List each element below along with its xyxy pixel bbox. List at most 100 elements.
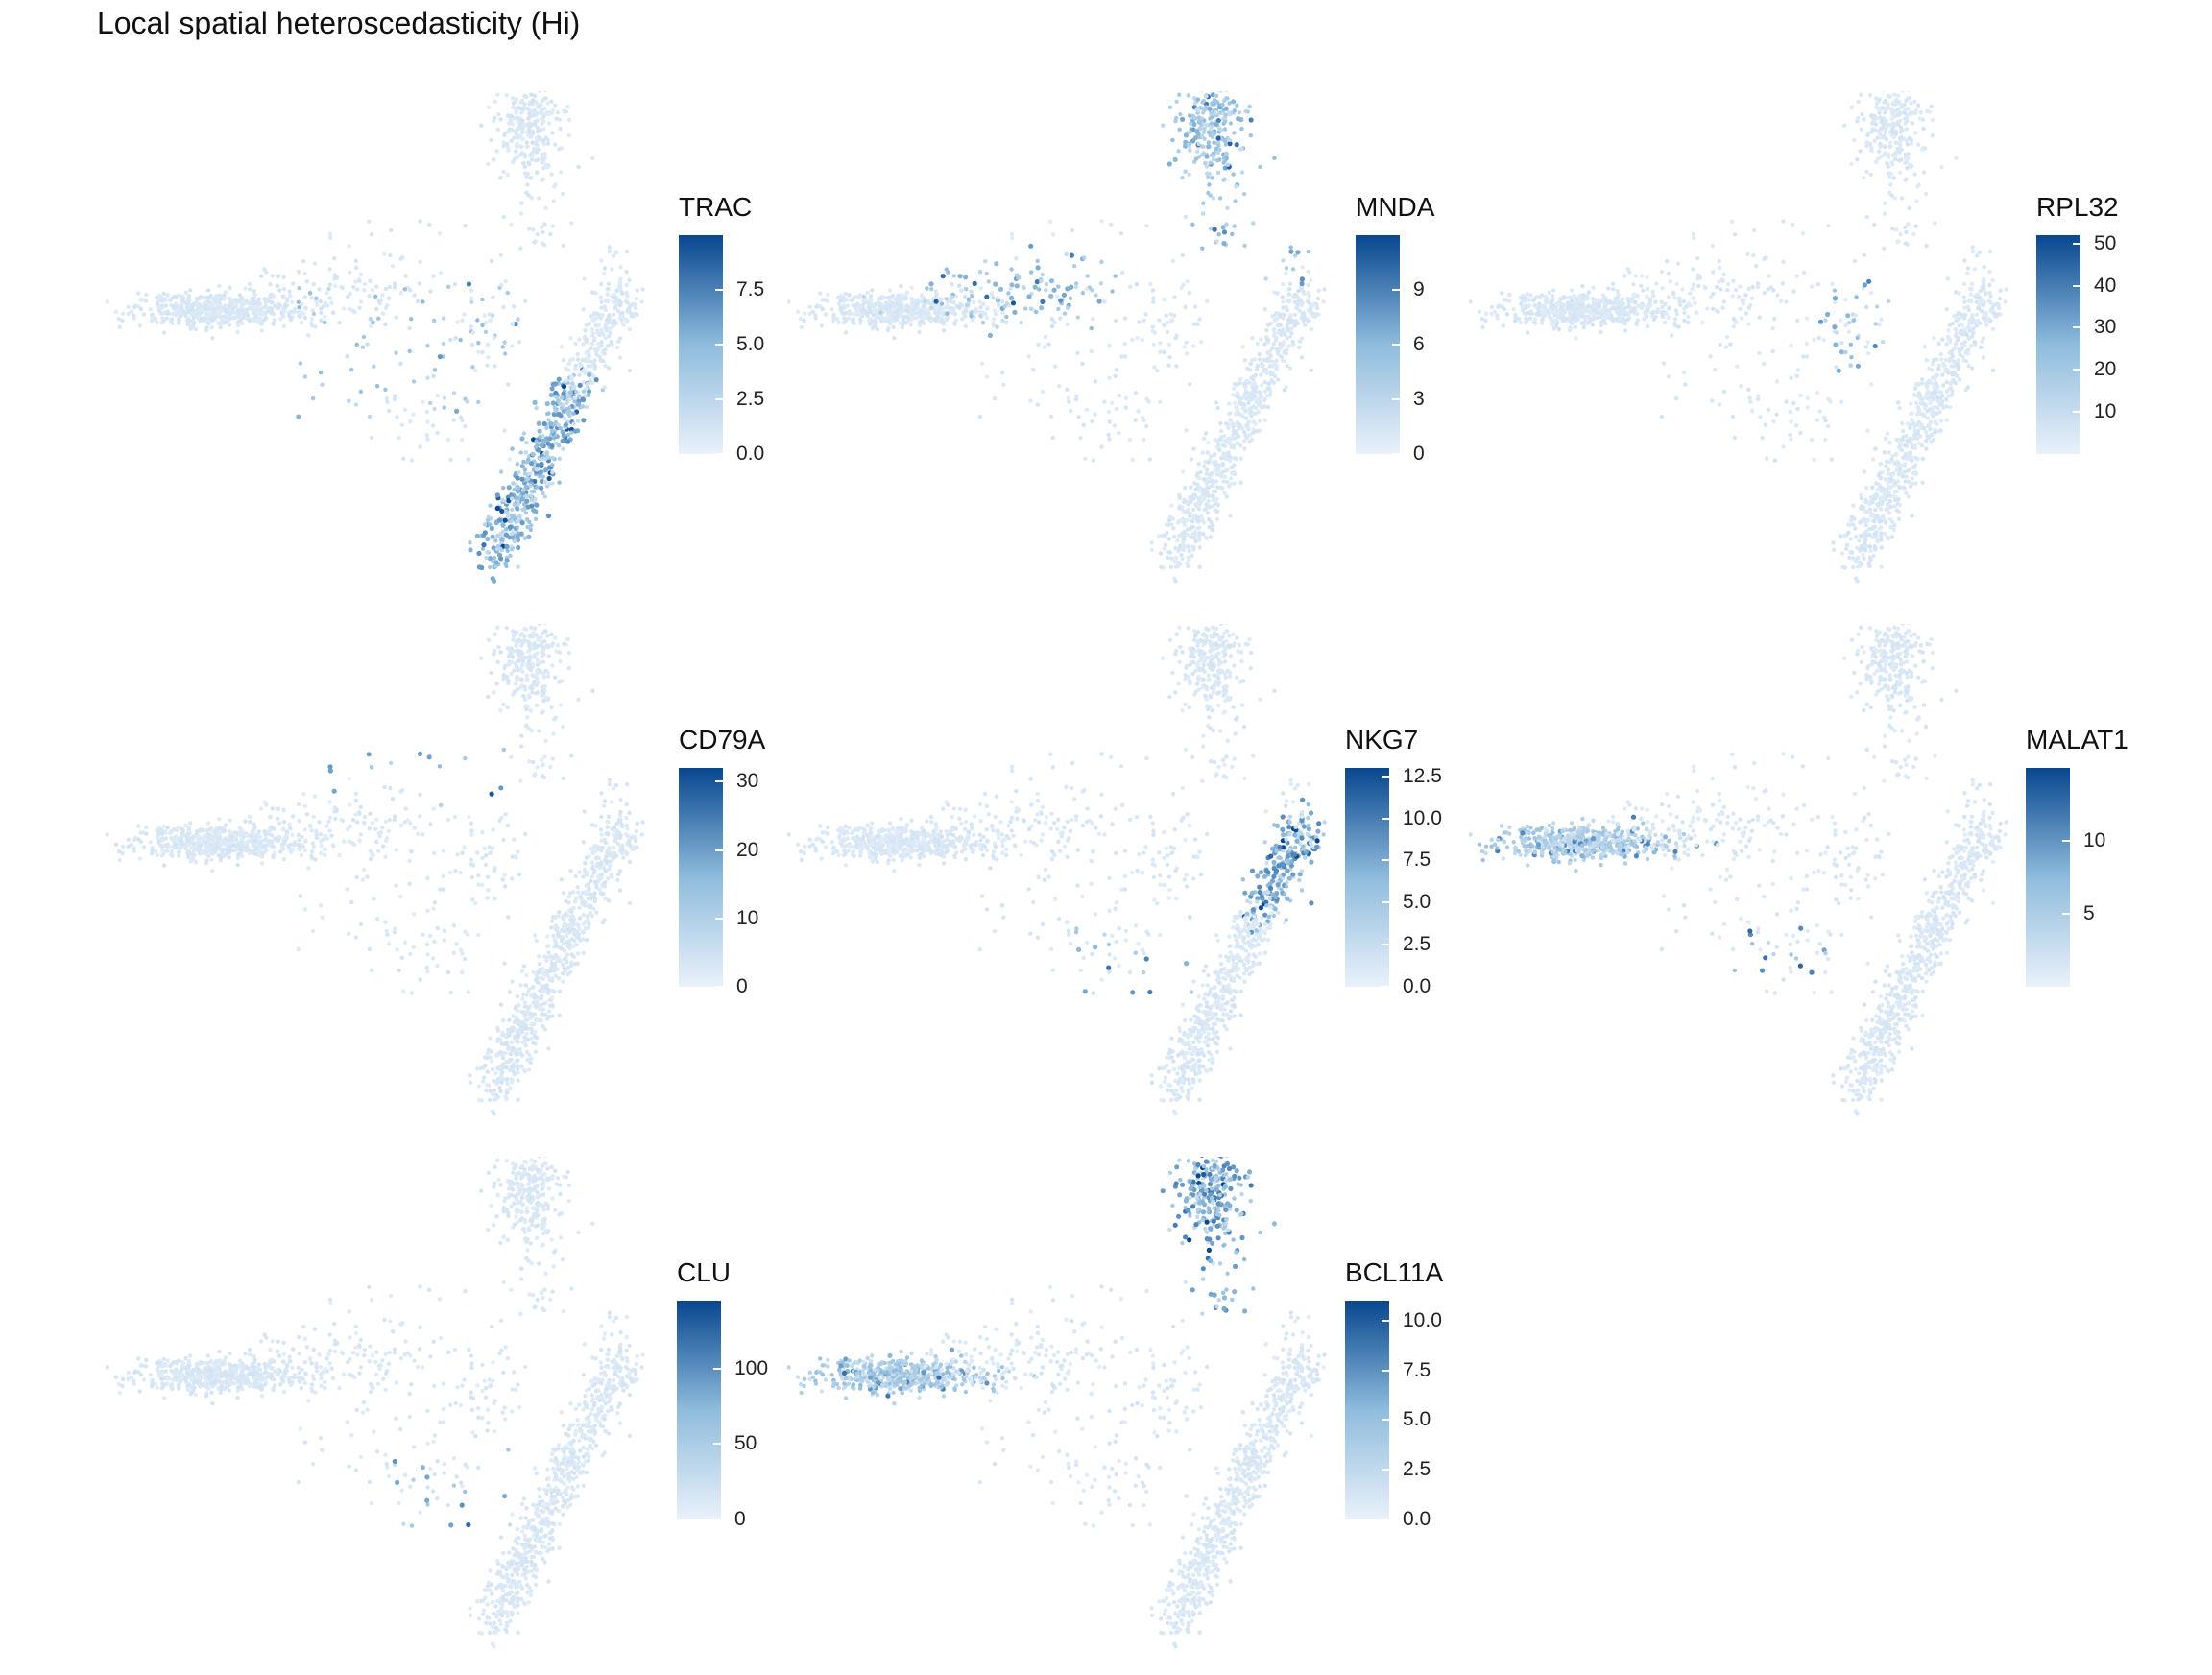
data-point bbox=[1751, 285, 1755, 289]
data-point bbox=[1936, 429, 1940, 433]
data-point bbox=[1252, 381, 1256, 385]
data-point bbox=[895, 314, 899, 318]
data-point bbox=[1191, 446, 1195, 450]
data-point bbox=[370, 232, 373, 236]
data-point bbox=[213, 314, 217, 318]
data-point bbox=[1029, 270, 1033, 274]
data-point bbox=[1162, 350, 1166, 354]
data-point bbox=[418, 219, 421, 223]
data-point bbox=[513, 130, 517, 133]
data-point bbox=[892, 336, 896, 340]
data-point bbox=[259, 306, 263, 310]
data-point bbox=[1119, 354, 1123, 358]
data-point bbox=[1593, 299, 1597, 303]
data-point bbox=[596, 312, 600, 316]
data-point bbox=[1281, 299, 1285, 303]
data-point bbox=[919, 312, 923, 316]
data-point bbox=[1287, 292, 1291, 296]
data-point bbox=[586, 382, 589, 386]
data-point bbox=[1540, 318, 1544, 322]
data-point bbox=[210, 336, 214, 340]
data-point bbox=[1987, 283, 1991, 287]
data-point bbox=[486, 162, 490, 166]
data-point bbox=[281, 275, 285, 279]
data-point bbox=[1916, 143, 1920, 147]
data-point bbox=[1244, 416, 1248, 419]
data-point bbox=[452, 419, 456, 422]
data-point bbox=[1916, 104, 1920, 108]
data-point bbox=[1058, 299, 1063, 303]
data-point bbox=[1268, 393, 1272, 396]
data-point bbox=[218, 293, 222, 297]
data-point bbox=[603, 385, 607, 389]
data-point bbox=[328, 232, 332, 236]
data-point bbox=[1903, 226, 1907, 229]
data-point bbox=[1281, 295, 1285, 299]
data-point bbox=[1210, 484, 1214, 488]
data-point bbox=[504, 533, 509, 538]
data-point bbox=[359, 299, 363, 303]
data-point bbox=[1247, 440, 1251, 443]
data-point bbox=[1725, 288, 1729, 292]
data-point bbox=[453, 282, 457, 286]
data-point bbox=[1213, 227, 1217, 232]
data-point bbox=[546, 141, 550, 145]
data-point bbox=[1206, 450, 1210, 454]
data-point bbox=[495, 492, 500, 497]
data-point bbox=[1969, 344, 1973, 347]
data-point bbox=[534, 158, 538, 162]
data-point bbox=[926, 312, 929, 316]
data-point bbox=[1861, 553, 1864, 557]
data-point bbox=[476, 341, 480, 345]
data-point bbox=[1906, 142, 1910, 146]
legend-tick-label: 9 bbox=[1413, 278, 1425, 301]
data-point bbox=[1502, 323, 1505, 327]
data-point bbox=[493, 556, 496, 560]
data-point bbox=[1255, 367, 1259, 371]
data-point bbox=[535, 486, 539, 490]
data-point bbox=[106, 299, 109, 303]
data-point bbox=[624, 283, 628, 287]
data-point bbox=[1167, 518, 1171, 522]
data-point bbox=[1887, 123, 1890, 127]
legend-tick-label: 0.0 bbox=[736, 443, 764, 466]
data-point bbox=[1832, 548, 1836, 552]
data-point bbox=[1253, 386, 1257, 390]
data-point bbox=[1272, 156, 1276, 160]
data-point bbox=[1936, 367, 1940, 371]
data-point bbox=[899, 284, 902, 288]
data-point bbox=[1289, 245, 1293, 249]
data-point bbox=[1090, 349, 1094, 353]
data-point bbox=[936, 316, 940, 320]
data-point bbox=[311, 396, 315, 400]
data-point bbox=[236, 308, 240, 312]
data-point bbox=[525, 140, 529, 144]
data-point bbox=[517, 127, 520, 131]
data-point bbox=[438, 231, 442, 235]
data-point bbox=[1902, 103, 1906, 107]
data-point bbox=[628, 327, 632, 331]
data-point bbox=[296, 415, 301, 419]
data-point bbox=[393, 285, 397, 289]
data-point bbox=[1227, 450, 1231, 454]
data-point bbox=[546, 411, 550, 415]
data-point bbox=[934, 299, 939, 304]
data-point bbox=[291, 281, 295, 285]
data-point bbox=[1869, 149, 1873, 153]
data-point bbox=[1219, 91, 1223, 93]
data-point bbox=[1046, 342, 1050, 346]
data-point bbox=[1741, 299, 1744, 302]
data-point bbox=[1300, 265, 1304, 269]
data-point bbox=[1202, 497, 1206, 501]
data-point bbox=[885, 304, 889, 308]
data-point bbox=[1857, 538, 1861, 542]
data-point bbox=[1233, 108, 1237, 112]
data-point bbox=[371, 321, 374, 324]
data-point bbox=[425, 376, 429, 380]
data-point bbox=[1215, 445, 1219, 449]
data-point bbox=[1039, 279, 1043, 283]
data-point bbox=[1197, 462, 1201, 466]
data-point bbox=[1656, 307, 1660, 311]
data-point bbox=[878, 297, 882, 300]
data-point bbox=[416, 299, 420, 303]
